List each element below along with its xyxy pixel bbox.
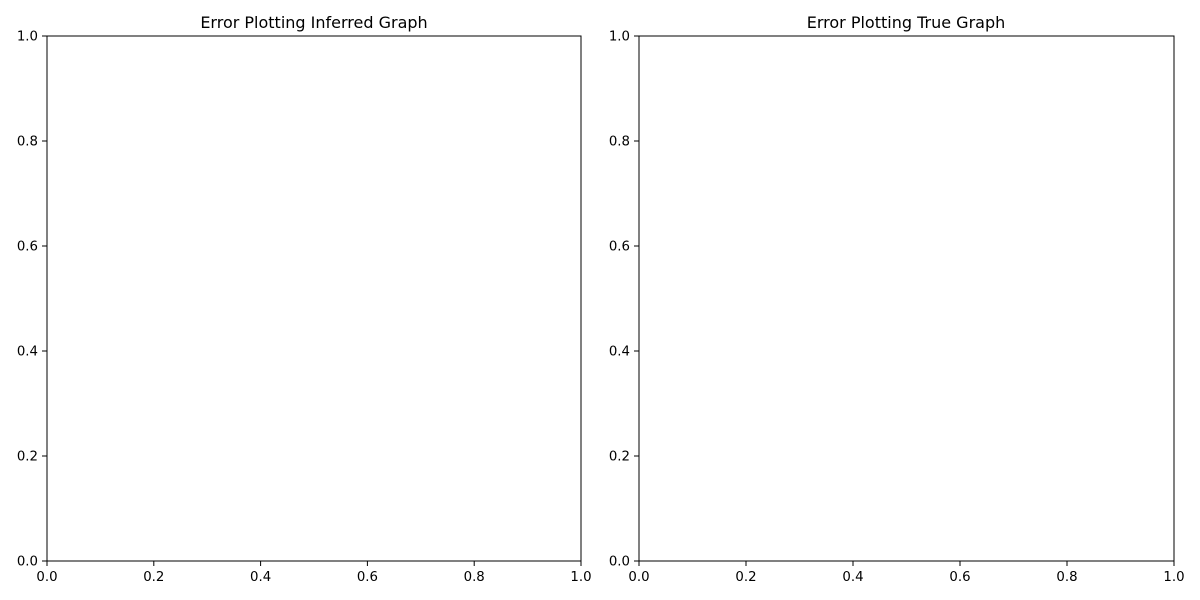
y-tick-label: 0.6: [609, 240, 630, 255]
x-tick-label: 0.8: [1056, 570, 1077, 585]
chart-true-graph: Error Plotting True Graph 0.0 0.2 0.4 0.6 0.…: [609, 13, 1185, 585]
x-tick-label: 0.4: [250, 570, 271, 585]
chart-title: Error Plotting Inferred Graph: [200, 13, 427, 32]
y-tick-label: 1.0: [609, 30, 630, 45]
plot-area-frame: [638, 35, 1175, 562]
y-axis: 0.0 0.2 0.4 0.6 0.8 1.0: [17, 30, 47, 570]
x-axis: 0.0 0.2 0.4 0.6 0.8 1.0: [628, 561, 1185, 585]
y-tick-label: 0.6: [17, 240, 38, 255]
x-axis: 0.0 0.2 0.4 0.6 0.8 1.0: [36, 561, 592, 585]
x-tick-label: 0.4: [842, 570, 863, 585]
x-tick-label: 1.0: [1163, 570, 1184, 585]
y-tick-label: 0.2: [609, 450, 630, 465]
plot-area-frame: [46, 35, 582, 562]
chart-title: Error Plotting True Graph: [807, 13, 1006, 32]
x-tick-label: 0.0: [628, 570, 649, 585]
x-tick-label: 0.2: [143, 570, 164, 585]
y-tick-label: 0.0: [17, 555, 38, 570]
x-tick-label: 0.2: [735, 570, 756, 585]
y-tick-label: 0.4: [609, 345, 630, 360]
y-tick-label: 0.2: [17, 450, 38, 465]
x-tick-label: 0.6: [357, 570, 378, 585]
x-tick-label: 0.6: [949, 570, 970, 585]
y-tick-label: 0.8: [17, 135, 38, 150]
x-tick-label: 0.8: [464, 570, 485, 585]
x-tick-label: 0.0: [36, 570, 57, 585]
y-tick-label: 0.0: [609, 555, 630, 570]
y-tick-label: 0.4: [17, 345, 38, 360]
y-tick-label: 1.0: [17, 30, 38, 45]
x-tick-label: 1.0: [570, 570, 591, 585]
y-axis: 0.0 0.2 0.4 0.6 0.8 1.0: [609, 30, 639, 570]
chart-inferred-graph: Error Plotting Inferred Graph 0.0 0.2 0.4 0…: [17, 13, 592, 585]
y-tick-label: 0.8: [609, 135, 630, 150]
